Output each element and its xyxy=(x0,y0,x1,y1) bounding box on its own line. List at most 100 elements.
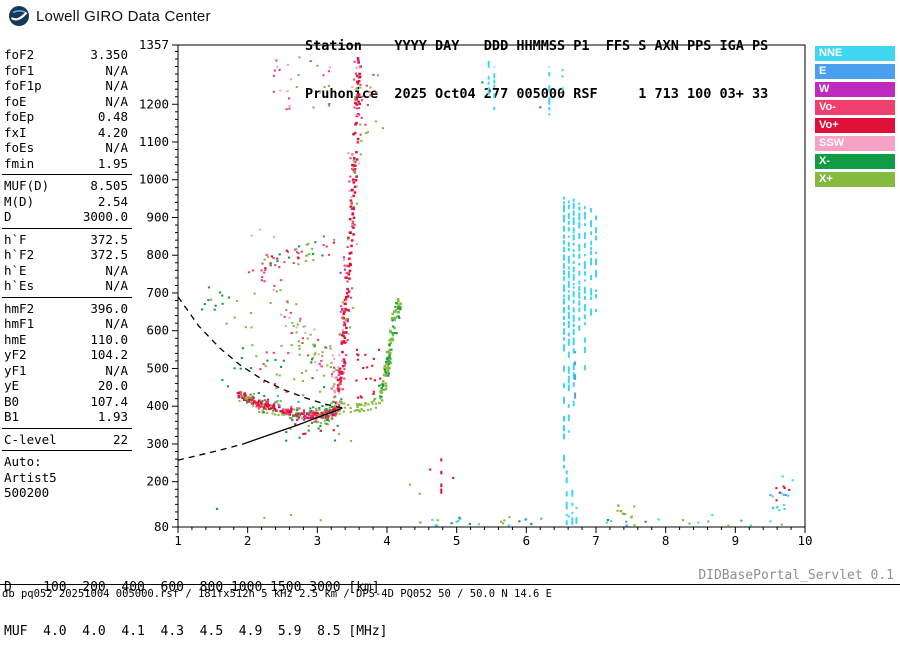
echo-cluster-rfi-low-a xyxy=(565,470,568,526)
svg-text:1200: 1200 xyxy=(139,96,169,111)
echo-cluster-f-trace-purple xyxy=(237,396,334,421)
svg-text:8: 8 xyxy=(662,533,670,548)
echo-cluster-rfi-low-c xyxy=(575,506,578,524)
echo-cluster-f-cusp-pink xyxy=(333,66,361,405)
svg-text:5: 5 xyxy=(453,533,461,548)
param-row-b1: B1 1.93 xyxy=(4,409,128,424)
plot-border xyxy=(177,44,806,528)
echo-cluster-f2-echo-dark xyxy=(269,241,324,267)
echo-cluster-diag-pink xyxy=(272,288,342,394)
echo-cluster-br-red xyxy=(775,485,791,502)
echo-cluster-rfi-a2 xyxy=(563,365,565,469)
echo-cluster-rfi-blue xyxy=(574,351,577,399)
svg-text:1: 1 xyxy=(174,533,182,548)
param-row-h-es: h`Es N/A xyxy=(4,278,128,293)
param-row-h-e: h`E N/A xyxy=(4,262,128,278)
echo-cluster-br-cyan xyxy=(771,475,794,512)
axis-ticks xyxy=(172,44,806,533)
echo-cluster-es-patch-green xyxy=(616,504,636,518)
echo-cluster-noise-blue xyxy=(525,517,743,527)
echo-cluster-above-trace-rose xyxy=(259,346,334,393)
dmuf-table: D 100 200 400 600 800 1000 1500 3000 [km… xyxy=(4,552,388,654)
svg-text:2: 2 xyxy=(244,533,252,548)
echo-cluster-left-rose xyxy=(247,262,267,283)
echo-cluster-between-cusps-red xyxy=(355,348,382,399)
dmuf-row-muf: MUF 4.0 4.0 4.1 4.3 4.5 4.9 5.9 8.5 [MHz… xyxy=(4,623,388,639)
echo-cluster-f-cusp-spread xyxy=(335,59,364,391)
echo-cluster-br-blue xyxy=(769,493,788,509)
param-row-fxi: fxI 4.20 xyxy=(4,124,128,140)
dmuf-row-d: D 100 200 400 600 800 1000 1500 3000 [km… xyxy=(4,580,380,595)
param-row-c-level: C-level 22 xyxy=(4,431,128,447)
giro-logo-icon xyxy=(9,6,29,26)
echo-cluster-left-dark xyxy=(201,286,230,311)
legend-item-e: E xyxy=(815,64,895,79)
svg-text:9: 9 xyxy=(732,533,740,548)
param-row-fof2: foF2 3.350 xyxy=(4,47,128,62)
echo-cluster-below-profile-dark xyxy=(285,424,339,442)
legend-item-nne: NNE xyxy=(815,46,895,61)
echo-cluster-diag-rose xyxy=(273,279,342,398)
param-separator xyxy=(2,450,132,451)
echo-cluster-left-green xyxy=(210,292,256,329)
echo-cluster-top-mult-green xyxy=(295,56,330,109)
svg-text:7: 7 xyxy=(592,533,600,548)
param-row-yf2: yF2 104.2 xyxy=(4,347,128,362)
legend-item-xm: X- xyxy=(815,154,895,169)
ionogram-plot: 1 2 3 4 5 6 7 8 9 10 80 200 300 400 500 600 700 800 900 100… xyxy=(139,37,813,548)
param-panel: foF2 3.350 foF1 N/A foF1p N/A foE N/A foEp 0.48 fx… xyxy=(2,47,132,501)
echo-cluster-rfi-g xyxy=(595,215,597,312)
param-row-h-f: h`F 372.5 xyxy=(4,231,128,247)
profile-line-bottomside-model xyxy=(177,442,245,461)
echo-cluster-rfi-c1 xyxy=(572,198,575,354)
file-info: db pq052 20251004 005000.rsf / 181fx512h… xyxy=(2,588,552,600)
legend-item-w: W xyxy=(815,82,895,97)
echo-cluster-rfi-a1 xyxy=(563,196,565,352)
echo-cluster-above-trace-green xyxy=(251,344,335,395)
echo-cluster-es-dots-green xyxy=(263,483,421,522)
svg-text:700: 700 xyxy=(146,285,169,300)
legend: NNE E W Vo- Vo+ SSW X- X+ xyxy=(815,46,895,190)
param-row-hme: hmE 110.0 xyxy=(4,331,128,347)
param-row-m-d: M(D) 2.54 xyxy=(4,193,128,209)
param-row-yf1: yF1 N/A xyxy=(4,362,128,378)
svg-text:800: 800 xyxy=(146,247,169,262)
legend-item-ssw: SSW xyxy=(815,136,895,151)
param-row-d: D 3000.0 xyxy=(4,209,128,224)
echo-cluster-x-rise-dark xyxy=(378,301,402,398)
app-header: Lowell GIRO Data Center xyxy=(8,5,211,27)
param-separator xyxy=(2,427,132,429)
param-row-hmf1: hmF1 N/A xyxy=(4,316,128,331)
echo-cluster-noise-cyan xyxy=(431,515,772,527)
echo-cluster-rfi-top-a xyxy=(487,60,490,95)
svg-text:10: 10 xyxy=(797,533,812,548)
svg-text:200: 200 xyxy=(146,474,169,489)
station-info: Station YYYY DAY DDD HHMMSS P1 FFS S AXN… xyxy=(305,6,768,118)
param-separator xyxy=(2,296,132,298)
echo-cluster-trace-blue xyxy=(274,394,328,407)
echo-cluster-below-profile-red xyxy=(294,423,335,435)
app-title: Lowell GIRO Data Center xyxy=(36,7,211,25)
param-row-h-f2: h`F2 372.5 xyxy=(4,247,128,262)
echo-cluster-rfi-low-b xyxy=(571,489,574,526)
param-row-muf-d: MUF(D) 8.505 xyxy=(4,178,128,193)
echo-cluster-f2-echo-green xyxy=(263,238,336,266)
param-row-500200: 500200 xyxy=(4,485,50,500)
param-separator xyxy=(2,174,132,175)
echo-cluster-rfi-top-d xyxy=(561,68,564,91)
param-separator xyxy=(2,227,132,229)
legend-item-vop: Vo+ xyxy=(815,118,895,133)
echo-cluster-rfi-d xyxy=(578,202,581,331)
echo-cluster-rfi-b2 xyxy=(567,351,570,433)
echo-cluster-rfi-e1 xyxy=(583,206,586,325)
legend-item-xp: X+ xyxy=(815,172,895,187)
echo-cluster-rfi-top-c xyxy=(548,66,551,116)
echo-cluster-x-flat-green xyxy=(338,397,382,414)
svg-text:6: 6 xyxy=(523,533,531,548)
svg-text:1000: 1000 xyxy=(139,172,169,187)
param-row-foep: foEp 0.48 xyxy=(4,109,128,124)
echo-cluster-es-dots-dark xyxy=(215,81,542,523)
echo-cluster-left-sparse-dark xyxy=(221,347,244,388)
echo-cluster-top-mult-pink xyxy=(276,63,331,107)
param-row-hmf2: hmF2 396.0 xyxy=(4,300,128,316)
